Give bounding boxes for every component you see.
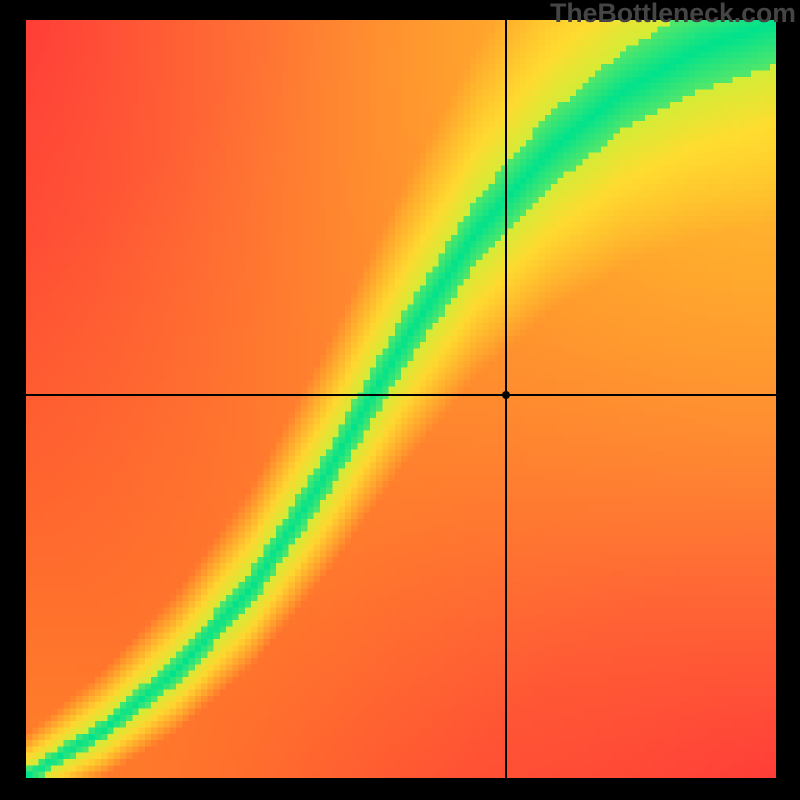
figure-root: TheBottleneck.com [0, 0, 800, 800]
watermark-text: TheBottleneck.com [550, 0, 796, 29]
bottleneck-heatmap [26, 20, 776, 778]
crosshair-horizontal [26, 394, 776, 396]
